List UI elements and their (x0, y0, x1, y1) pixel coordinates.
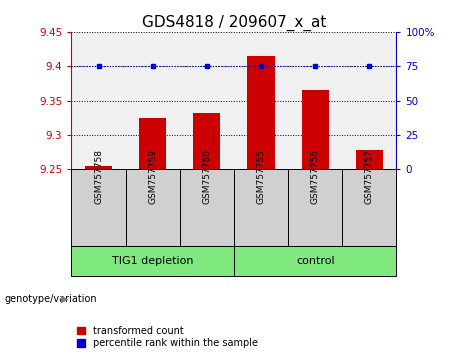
Text: GSM757758: GSM757758 (94, 149, 103, 204)
Bar (301, 90, 329, 169)
Text: GSM757759: GSM757759 (148, 149, 157, 204)
Bar (85, 166, 112, 169)
Bar (356, 150, 383, 169)
Bar (180, 169, 234, 246)
Bar (234, 246, 396, 276)
Bar (234, 169, 288, 246)
Text: control: control (296, 256, 335, 266)
Bar (288, 169, 342, 246)
Text: genotype/variation: genotype/variation (5, 294, 97, 304)
Bar (248, 56, 275, 169)
Text: GSM757760: GSM757760 (202, 149, 212, 204)
Text: GSM757757: GSM757757 (365, 149, 374, 204)
Legend: transformed count, percentile rank within the sample: transformed count, percentile rank withi… (77, 325, 259, 349)
Text: GSM757755: GSM757755 (256, 149, 266, 204)
Bar (342, 169, 396, 246)
Text: ▶: ▶ (61, 294, 68, 304)
Text: GSM757756: GSM757756 (311, 149, 320, 204)
Bar (139, 118, 166, 169)
Title: GDS4818 / 209607_x_at: GDS4818 / 209607_x_at (142, 14, 326, 30)
Bar (125, 169, 180, 246)
Bar (193, 113, 220, 169)
Bar (71, 169, 125, 246)
Bar (71, 246, 234, 276)
Text: TIG1 depletion: TIG1 depletion (112, 256, 194, 266)
